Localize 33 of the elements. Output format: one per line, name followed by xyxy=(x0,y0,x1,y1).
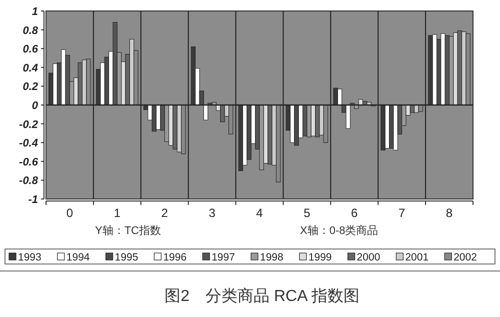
x-tick-label: 7 xyxy=(398,206,406,220)
y-tick-label: 0.6 xyxy=(22,44,39,56)
legend-label: 1999 xyxy=(308,252,332,264)
text: Y轴：TC指数 xyxy=(95,224,161,237)
x-tick-label: 1 xyxy=(114,206,121,220)
x-tick-label: 8 xyxy=(446,206,453,220)
text: X轴：0-8类商品 xyxy=(300,224,378,237)
y-tick-label: -0.2 xyxy=(19,118,38,131)
legend-label: 2000 xyxy=(356,252,380,264)
y-tick-label: -0.8 xyxy=(19,175,39,188)
legend-label: 1997 xyxy=(212,252,236,264)
legend-label: 2002 xyxy=(454,252,478,264)
x-tick-label: 0 xyxy=(66,206,74,220)
legend-label: 1998 xyxy=(260,252,284,264)
x-tick-label: 5 xyxy=(304,206,311,220)
y-tick-label: 0 xyxy=(32,100,39,112)
text: 图2 分类商品 RCA 指数图 xyxy=(164,287,360,305)
legend-label: 2001 xyxy=(405,252,429,264)
y-tick-label: -0.6 xyxy=(19,156,39,168)
y-tick-label: 0.8 xyxy=(22,24,39,37)
y-tick-label: 0.2 xyxy=(22,81,38,94)
legend-label: 1996 xyxy=(163,252,187,264)
y-tick-label: -1 xyxy=(28,194,38,206)
x-tick-label: 6 xyxy=(351,206,358,220)
x-tick-label: 4 xyxy=(256,206,264,220)
x-tick-label: 2 xyxy=(161,206,168,220)
legend-label: 1994 xyxy=(66,252,90,264)
y-tick-label: -0.4 xyxy=(19,138,38,150)
y-tick-label: 1 xyxy=(32,6,38,18)
x-tick-label: 3 xyxy=(208,206,216,220)
legend-label: 1995 xyxy=(114,252,138,264)
y-tick-label: 0.4 xyxy=(22,62,38,74)
legend-label: 1993 xyxy=(18,252,42,264)
